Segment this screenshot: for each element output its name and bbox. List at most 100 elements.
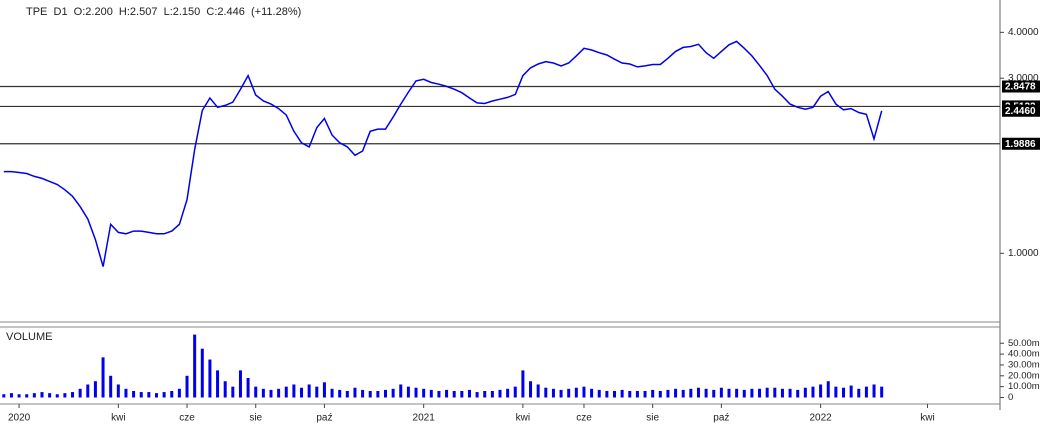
volume-bar: [93, 381, 97, 398]
volume-bar: [765, 387, 769, 398]
volume-bar: [238, 370, 242, 398]
volume-bar: [406, 386, 410, 398]
volume-bar: [742, 389, 746, 398]
volume-bar: [40, 392, 44, 398]
volume-bar: [506, 388, 510, 398]
volume-bar: [422, 388, 426, 398]
volume-bar: [193, 334, 197, 398]
volume-bar: [750, 388, 754, 398]
volume-bar: [513, 386, 517, 398]
volume-bar: [101, 357, 105, 398]
volume-bar: [284, 386, 288, 398]
x-tick-label: 2020: [8, 413, 31, 424]
volume-bar: [551, 388, 555, 398]
volume-bar: [277, 388, 281, 398]
volume-bar: [139, 392, 143, 398]
price-label: 2.8478: [1005, 82, 1036, 93]
x-tick-label: 2021: [413, 413, 436, 424]
price-label: 2.4460: [1005, 106, 1036, 117]
volume-bar: [704, 388, 708, 398]
volume-bar: [361, 389, 365, 398]
volume-bar: [849, 385, 853, 398]
y-tick-label: 30.00m: [1008, 359, 1040, 370]
price-label-box: [1002, 137, 1040, 150]
volume-bar: [399, 384, 403, 398]
volume-bar: [9, 393, 13, 398]
volume-bar: [200, 348, 204, 398]
volume-bar: [483, 390, 487, 398]
volume-bar: [689, 388, 693, 398]
volume-bar: [383, 389, 387, 398]
x-tick-label: paź: [316, 413, 332, 424]
volume-bar: [658, 390, 662, 398]
volume-bar: [445, 389, 449, 398]
volume-bar: [208, 359, 212, 398]
volume-bar: [376, 390, 380, 398]
volume-bar: [17, 394, 21, 398]
x-tick-label: kwi: [516, 413, 530, 424]
volume-bar: [880, 386, 884, 398]
volume-bar: [574, 387, 578, 398]
x-tick-label: cze: [179, 413, 195, 424]
volume-bar: [322, 382, 326, 398]
volume-bar: [170, 390, 174, 398]
y-tick-label: 10.00m: [1008, 381, 1040, 392]
volume-bar: [292, 384, 296, 398]
y-tick-label: 4.0000: [1008, 27, 1039, 38]
volume-bar: [712, 389, 716, 398]
volume-bar: [826, 381, 830, 398]
volume-bar: [147, 392, 151, 398]
volume-bar: [414, 387, 418, 398]
y-tick-label: 0: [1008, 392, 1013, 403]
volume-bar: [269, 389, 273, 398]
volume-bar: [857, 388, 861, 398]
volume-bar: [796, 389, 800, 398]
y-tick-label: 1.0000: [1008, 248, 1039, 259]
volume-bar: [620, 389, 624, 398]
volume-bar: [429, 389, 433, 398]
y-tick-label: 50.00m: [1008, 338, 1040, 349]
volume-bar: [162, 392, 166, 398]
volume-bar: [696, 387, 700, 398]
volume-title: VOLUME: [6, 331, 52, 343]
volume-bar: [758, 388, 762, 398]
volume-bar: [803, 387, 807, 398]
volume-bar: [498, 389, 502, 398]
x-tick-label: 2022: [809, 413, 832, 424]
volume-bar: [300, 387, 304, 398]
volume-bar: [643, 390, 647, 398]
volume-bar: [628, 390, 632, 398]
volume-bar: [735, 388, 739, 398]
volume-bar: [246, 377, 250, 398]
chart-title: TPE D1 O:2.200 H:2.507 L:2.150 C:2.446 (…: [26, 6, 301, 18]
volume-bar: [605, 390, 609, 398]
volume-bar: [536, 384, 540, 398]
volume-bar: [2, 394, 6, 398]
volume-bar: [872, 384, 876, 398]
price-line: [3, 40, 883, 267]
price-label-box: [1002, 80, 1040, 93]
volume-bar: [307, 384, 311, 398]
volume-bar: [154, 393, 158, 398]
volume-bar: [842, 387, 846, 398]
volume-bar: [490, 390, 494, 398]
volume-bar: [132, 390, 136, 398]
volume-bar: [261, 388, 265, 398]
volume-bar: [674, 388, 678, 398]
volume-bar: [368, 390, 372, 398]
volume-bar: [437, 390, 441, 398]
volume-bar: [109, 375, 113, 398]
volume-bar: [681, 389, 685, 398]
volume-bar: [48, 393, 52, 398]
volume-bar: [590, 388, 594, 398]
volume-bar: [78, 388, 82, 398]
x-tick-label: sie: [249, 413, 262, 424]
volume-bar: [345, 390, 349, 398]
volume-bar: [86, 384, 90, 398]
volume-bar: [651, 389, 655, 398]
volume-bar: [613, 390, 617, 398]
volume-bar: [71, 392, 75, 398]
volume-bar: [819, 384, 823, 398]
volume-bar: [116, 384, 120, 398]
